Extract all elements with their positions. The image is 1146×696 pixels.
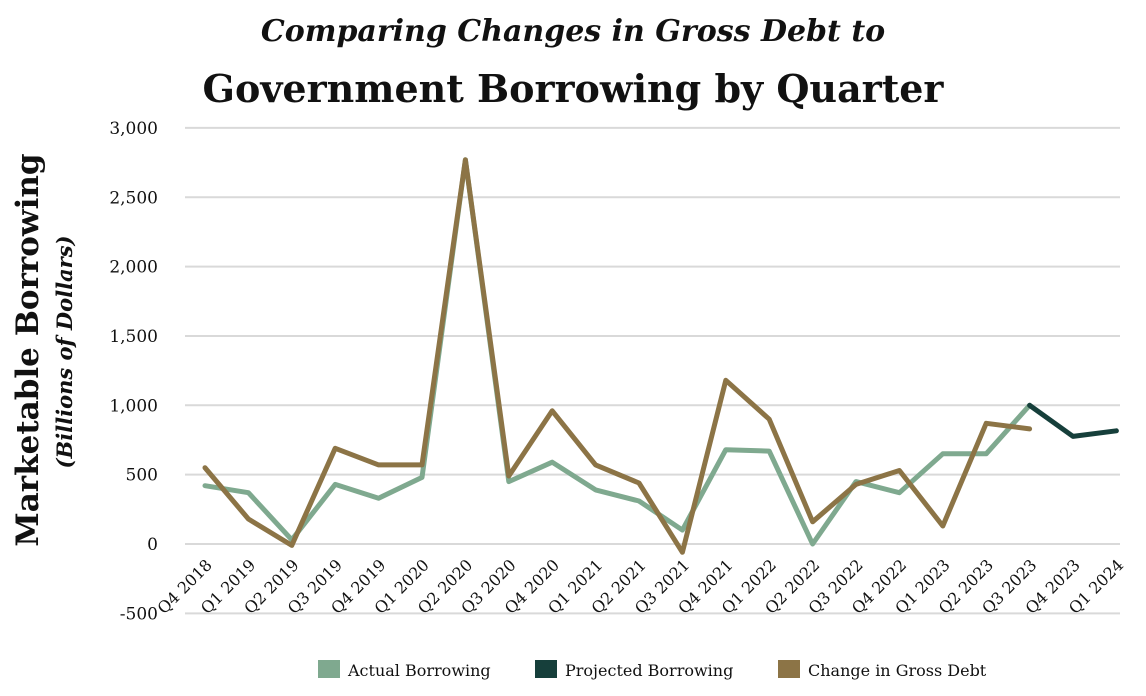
series-line-projected-borrowing (1027, 402, 1119, 439)
legend-label: Actual Borrowing (347, 661, 491, 680)
y-axis-title: Marketable Borrowing (Billions of Dollars… (10, 153, 77, 546)
y-axis-subtitle: (Billions of Dollars) (52, 236, 77, 469)
y-axis-title: Marketable Borrowing (10, 153, 46, 546)
legend-swatch (535, 660, 557, 678)
y-tick-label: 1,500 (109, 327, 158, 347)
y-tick-label: 1,000 (109, 396, 158, 416)
legend-swatch (778, 660, 800, 678)
series-line-change-in-gross-debt (202, 157, 1033, 555)
y-tick-label: 0 (147, 535, 158, 555)
chart-title-line1: Comparing Changes in Gross Debt to (260, 14, 886, 49)
legend-swatch (318, 660, 340, 678)
y-axis: -500 0 500 1,000 1,500 2,000 2,500 3,000 (109, 119, 158, 624)
grid (185, 126, 1120, 615)
chart-title-line2: Government Borrowing by Quarter (202, 66, 944, 111)
y-tick-label: 3,000 (109, 119, 158, 139)
legend-label: Change in Gross Debt (808, 661, 987, 680)
y-tick-label: 2,000 (109, 258, 158, 278)
legend-label: Projected Borrowing (565, 661, 733, 680)
y-tick-label: 2,500 (109, 188, 158, 208)
y-tick-label: -500 (120, 604, 158, 624)
legend: Actual Borrowing Projected Borrowing Chang… (318, 660, 987, 680)
series-line-actual-borrowing (202, 157, 1033, 547)
y-tick-label: 500 (126, 466, 158, 486)
series-lines (202, 157, 1119, 555)
